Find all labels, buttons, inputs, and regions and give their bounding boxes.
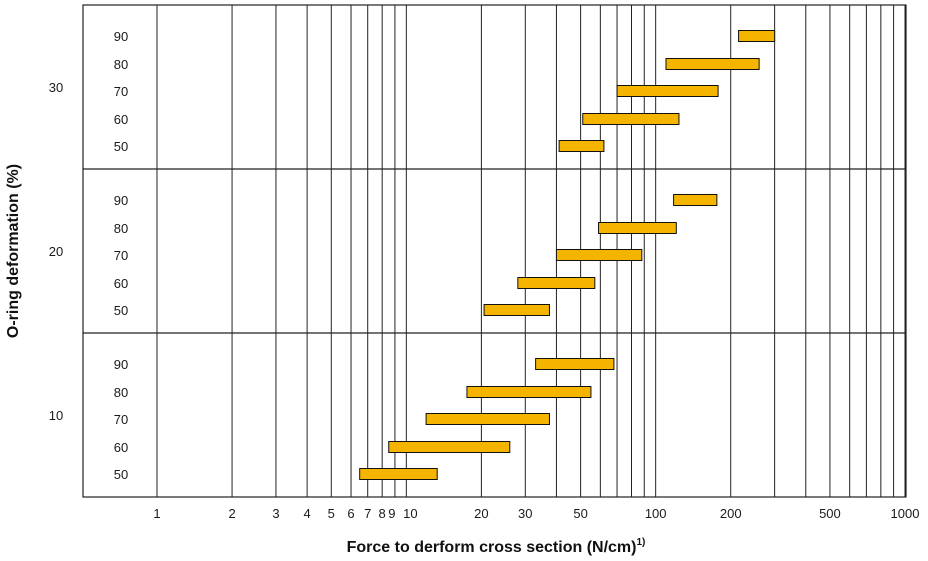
row-labels: 90 80 70 60 50 90 80 70 60 50 90 80 70 60 50: [114, 29, 128, 482]
bar-10-80: [466, 386, 592, 398]
x-tick-label-200: 200: [720, 506, 742, 521]
row-label-20-60: 60: [114, 276, 128, 291]
x-tick-label-1000: 1000: [891, 506, 920, 521]
x-tick-label-3: 3: [272, 506, 279, 521]
bar-30-80: [665, 58, 760, 70]
row-label-10-70: 70: [114, 412, 128, 427]
bar-20-70: [555, 249, 643, 261]
bar-30-90: [738, 30, 776, 42]
group-label-20: 20: [49, 244, 63, 259]
plot-border: [82, 4, 907, 498]
x-axis-title-sup: 1): [636, 537, 645, 548]
row-label-20-70: 70: [114, 248, 128, 263]
bar-20-60: [517, 277, 596, 289]
bar-20-80: [598, 222, 677, 234]
row-label-20-90: 90: [114, 193, 128, 208]
row-label-30-50: 50: [114, 139, 128, 154]
x-tick-labels: 1 2 3 4 5 6 7 8 9 10 20 30 50 100 200 500 1000: [153, 506, 919, 521]
x-tick-label-2: 2: [228, 506, 235, 521]
x-tick-label-30: 30: [518, 506, 532, 521]
row-label-30-70: 70: [114, 84, 128, 99]
x-tick-label-4: 4: [303, 506, 310, 521]
range-bars: [359, 30, 776, 480]
x-tick-label-9: 9: [388, 506, 395, 521]
bar-30-60: [582, 113, 680, 125]
bar-10-90: [535, 358, 615, 370]
bar-10-70: [425, 413, 550, 425]
row-label-10-80: 80: [114, 385, 128, 400]
y-axis-title: O-ring deformation (%): [5, 164, 22, 338]
x-tick-label-5: 5: [328, 506, 335, 521]
row-label-30-60: 60: [114, 112, 128, 127]
bar-10-50: [359, 468, 438, 480]
row-label-20-80: 80: [114, 221, 128, 236]
row-label-10-60: 60: [114, 440, 128, 455]
bar-20-90: [673, 194, 718, 206]
row-label-30-90: 90: [114, 29, 128, 44]
x-tick-label-100: 100: [645, 506, 667, 521]
x-tick-label-6: 6: [347, 506, 354, 521]
bar-10-60: [388, 441, 511, 453]
x-tick-label-50: 50: [573, 506, 587, 521]
plot-frame: [82, 4, 907, 498]
x-axis-title-text: Force to derform cross section (N/cm): [347, 539, 637, 556]
x-tick-label-1: 1: [153, 506, 160, 521]
x-tick-label-500: 500: [819, 506, 841, 521]
row-label-10-50: 50: [114, 467, 128, 482]
bar-20-50: [483, 304, 550, 316]
x-tick-label-10: 10: [403, 506, 417, 521]
bar-30-50: [558, 140, 605, 152]
x-tick-label-7: 7: [364, 506, 371, 521]
bar-30-70: [616, 85, 719, 97]
x-tick-label-8: 8: [379, 506, 386, 521]
group-label-30: 30: [49, 80, 63, 95]
group-labels: 30 20 10: [49, 80, 63, 423]
x-tick-label-20: 20: [474, 506, 488, 521]
row-label-20-50: 50: [114, 303, 128, 318]
row-label-30-80: 80: [114, 57, 128, 72]
row-label-10-90: 90: [114, 357, 128, 372]
x-axis-title: Force to derform cross section (N/cm)1): [347, 537, 646, 556]
group-label-10: 10: [49, 408, 63, 423]
